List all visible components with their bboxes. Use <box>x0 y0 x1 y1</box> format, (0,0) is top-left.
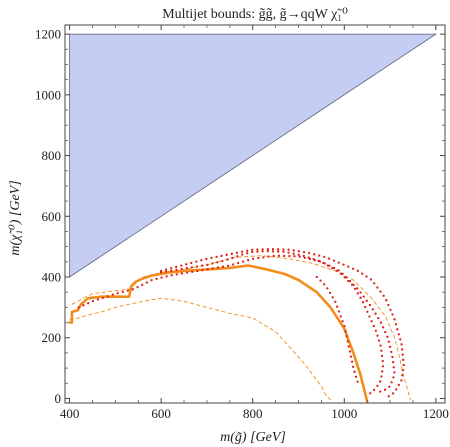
series-dashed-1 <box>71 255 412 401</box>
x-tick-label: 1200 <box>423 406 449 421</box>
series-layer <box>68 247 412 403</box>
y-tick-label: 600 <box>42 209 62 224</box>
y-tick-label: 1000 <box>35 87 61 102</box>
chart-title: Multijet bounds: g̃g̃, g̃→qqW χ̃₁⁰ <box>162 7 348 22</box>
series-dotted-6 <box>315 275 360 385</box>
y-tick-label: 0 <box>55 391 62 406</box>
x-axis-label: m(g̃) [GeV] <box>220 430 286 445</box>
series-dotted-3 <box>77 254 396 394</box>
y-tick-label: 200 <box>42 330 62 345</box>
y-tick-label: 400 <box>42 270 62 285</box>
axis-ticks: 400 600 800 1000 1200 0 200 400 600 800 1000 1200 <box>35 25 449 421</box>
excluded-region-layer <box>69 33 438 278</box>
y-tick-label: 800 <box>42 148 62 163</box>
series-dotted-4 <box>159 250 385 396</box>
x-tick-label: 600 <box>151 406 171 421</box>
x-tick-label: 400 <box>60 406 80 421</box>
y-tick-label: 1200 <box>35 27 61 42</box>
x-tick-label: 1000 <box>331 406 357 421</box>
y-axis-label: m(χ̃₁⁰) [GeV] <box>8 180 23 255</box>
series-solid-0 <box>68 264 369 403</box>
plot-frame <box>64 24 446 404</box>
x-tick-label: 800 <box>243 406 263 421</box>
excluded-region <box>69 33 438 278</box>
series-dashed-2 <box>69 297 331 401</box>
series-dotted-5 <box>159 247 405 399</box>
